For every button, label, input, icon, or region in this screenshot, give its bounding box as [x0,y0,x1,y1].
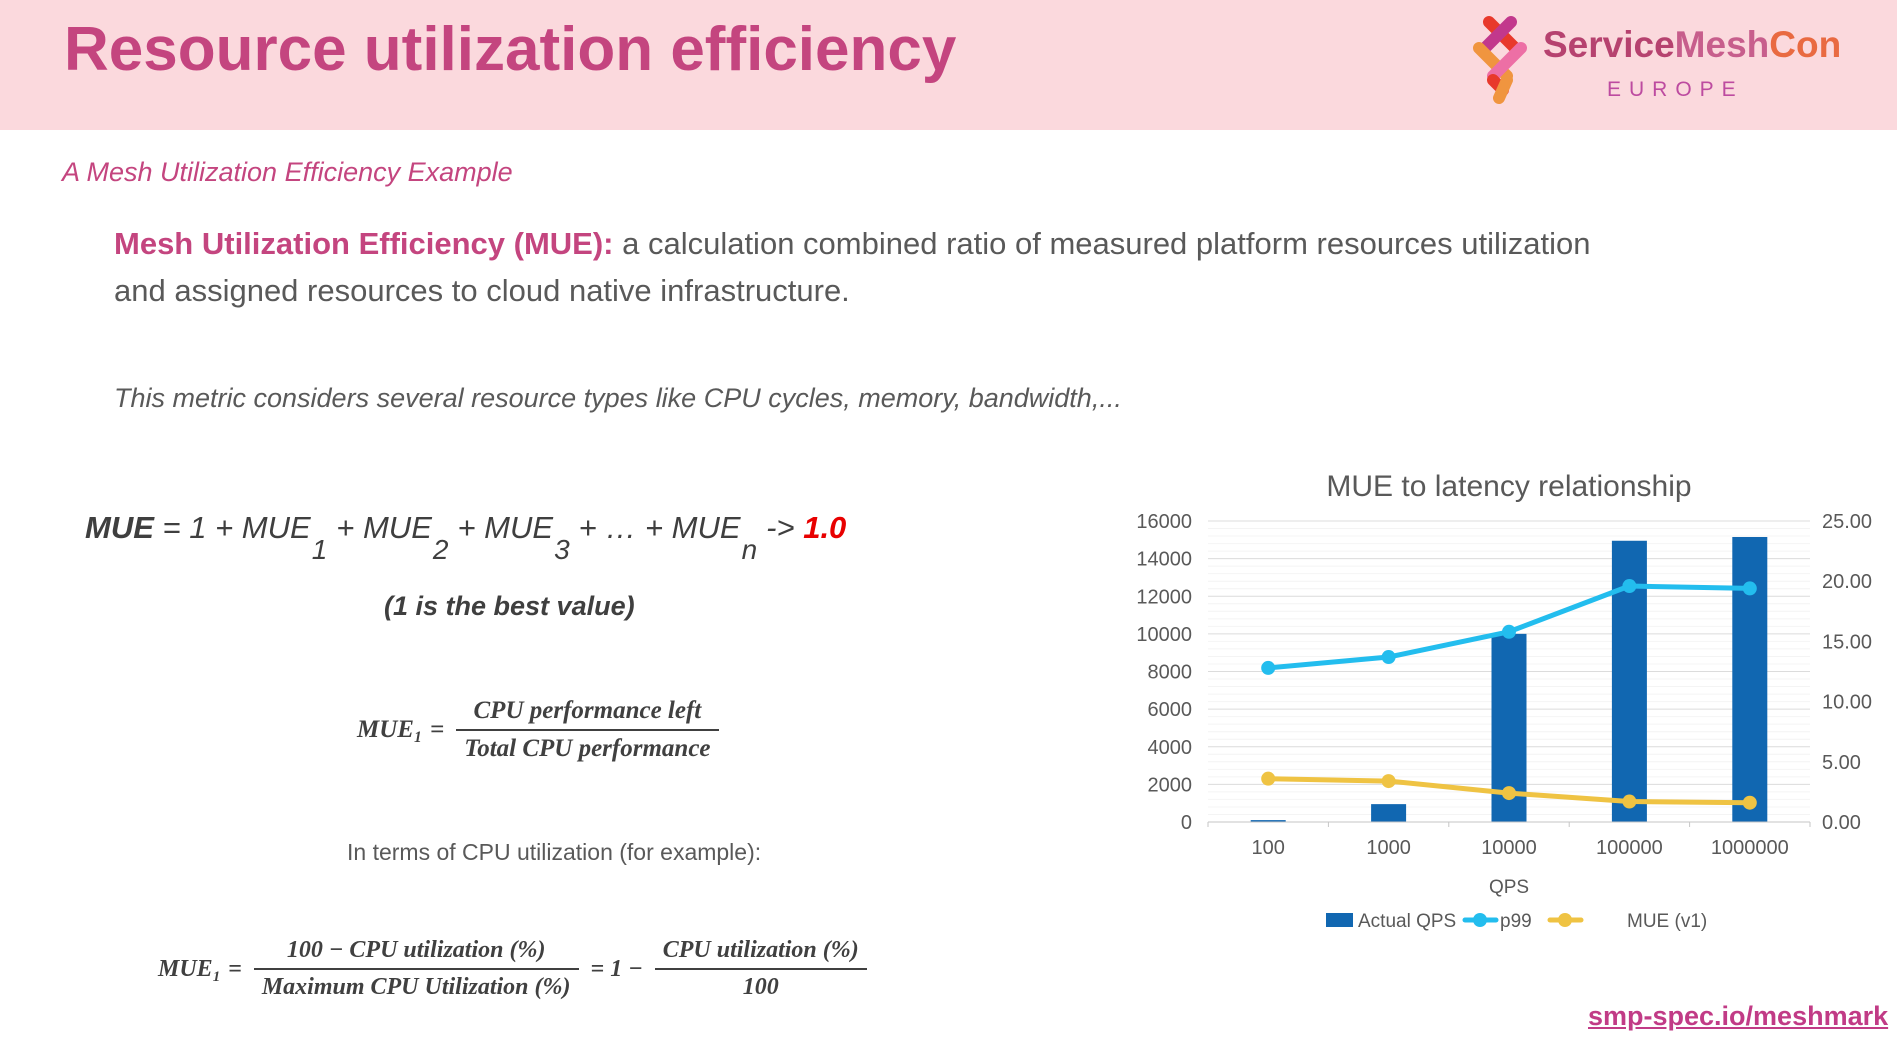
subtitle: A Mesh Utilization Efficiency Example [62,157,513,187]
servicemeshcon-logo-icon [1468,10,1532,115]
svg-text:16000: 16000 [1136,511,1192,533]
svg-text:15.00: 15.00 [1822,631,1872,653]
cpu-equals: = [228,955,242,982]
best-value-note: (1 is the best value) [384,591,635,621]
svg-text:QPS: QPS [1489,877,1529,898]
brand-con: Con [1769,24,1842,65]
intro-lead-bold: Mesh Utilization Efficiency (MUE): [114,226,614,261]
svg-text:20.00: 20.00 [1822,571,1872,593]
mue1-lhs-subscript: 1 [413,728,422,746]
svg-text:MUE (v1): MUE (v1) [1627,911,1707,932]
servicemeshcon-wordmark: ServiceMeshCon [1543,24,1841,66]
cpu-utilization-formula: MUE1 = 100 − CPU utilization (%) Maximum… [158,937,867,1001]
subscript-1: 1 [311,534,328,565]
mue1-lhs-text: MUE [357,716,414,743]
intro-paragraph: Mesh Utilization Efficiency (MUE): a cal… [114,220,1644,314]
mue1-formula: MUE1 = CPU performance left Total CPU pe… [357,697,719,763]
svg-text:8000: 8000 [1148,662,1193,684]
svg-text:5.00: 5.00 [1822,752,1861,774]
svg-text:12000: 12000 [1136,586,1192,608]
svg-text:10.00: 10.00 [1822,692,1872,714]
cpu-fraction-1: 100 − CPU utilization (%) Maximum CPU Ut… [253,937,579,1001]
formula-plus2: + MUE [336,510,432,545]
cpu-formula-mid: = 1 − [590,955,643,982]
svg-text:100: 100 [1252,837,1285,859]
formula-plus-n: + … + MUE [578,510,741,545]
subscript-2: 2 [432,534,449,565]
formula-eq: = 1 + MUE [153,510,311,545]
formula-plus3: + MUE [457,510,554,545]
mue1-numerator: CPU performance left [456,697,719,731]
svg-text:1000: 1000 [1366,837,1411,859]
cpu-frac2-numerator: CPU utilization (%) [654,937,867,970]
mue1-fraction: CPU performance left Total CPU performan… [456,697,719,763]
cpu-fraction-2: CPU utilization (%) 100 [654,937,867,1001]
mue1-lhs: MUE1 = [357,716,445,746]
cpu-frac1-denominator: Maximum CPU Utilization (%) [261,974,571,1000]
svg-text:MUE to latency relationship: MUE to latency relationship [1326,470,1691,503]
formula-arrow: -> [766,510,804,545]
intro-lead-rest: a calculation combined ratio of measured… [114,226,1591,308]
subscript-3: 3 [554,534,570,565]
mue1-equals: = [429,716,445,743]
formula-lhs: MUE [85,510,154,545]
svg-text:10000: 10000 [1136,624,1192,646]
formula-target-value: 1.0 [803,510,847,545]
cpu-utilization-note: In terms of CPU utilization (for example… [347,839,762,865]
svg-text:6000: 6000 [1148,699,1193,721]
header-band [0,0,1897,130]
svg-text:0.00: 0.00 [1822,812,1861,834]
combo-chart-svg: 16000 14000 12000 10000 8000 6000 4000 2000 0 25.… [1136,470,1872,932]
svg-text:p99: p99 [1500,911,1532,932]
cpu-lhs-text: MUE [158,955,213,982]
cpu-frac2-denominator: 100 [742,974,779,1000]
resource-types-note: This metric considers several resource t… [114,383,1122,413]
svg-text:0: 0 [1181,812,1192,834]
svg-text:100000: 100000 [1596,837,1663,859]
logo-region-label: EUROPE [1607,78,1744,101]
mue1-denominator: Total CPU performance [464,735,711,762]
svg-text:14000: 14000 [1136,549,1192,571]
cpu-frac1-numerator: 100 − CPU utilization (%) [253,937,579,970]
brand-service: Service [1543,24,1675,65]
svg-text:10000: 10000 [1481,837,1537,859]
svg-text:4000: 4000 [1148,737,1193,759]
brand-mesh: Mesh [1674,24,1770,65]
meshmark-link[interactable]: smp-spec.io/meshmark [1588,1001,1889,1031]
cpu-formula-lhs: MUE1 = [158,955,242,985]
page-title: Resource utilization efficiency [64,15,957,84]
mue-latency-chart: 16000 14000 12000 10000 8000 6000 4000 2000 0 25.… [1100,460,1880,940]
svg-text:2000: 2000 [1148,774,1193,796]
cpu-lhs-subscript: 1 [212,968,221,985]
svg-text:Actual QPS: Actual QPS [1358,911,1456,932]
svg-text:1000000: 1000000 [1711,837,1789,859]
subscript-n: n [741,534,758,565]
mue-sum-formula: MUE = 1 + MUE1+ MUE2+ MUE3+ … + MUEn-> 1… [85,510,847,565]
svg-text:25.00: 25.00 [1822,511,1872,533]
